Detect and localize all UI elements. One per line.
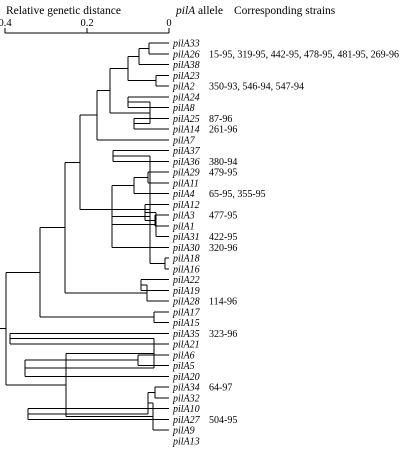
leaf-label: pilA20 bbox=[172, 372, 200, 383]
leaf-label: pilA1 bbox=[172, 221, 195, 232]
leaf-label: pilA25 bbox=[172, 114, 200, 125]
scale-bar: 0.4 0.2 0 bbox=[0, 18, 172, 34]
leaf-label: pilA12 bbox=[172, 200, 200, 211]
leaf-label: pilA38 bbox=[172, 60, 200, 71]
strain-list: 479-95 bbox=[209, 168, 237, 179]
leaf-label: pilA23 bbox=[172, 71, 200, 82]
scale-title: Relative genetic distance bbox=[6, 5, 121, 17]
strain-list: 87-96 bbox=[209, 114, 232, 125]
leaf-label: pilA9 bbox=[172, 426, 195, 437]
leaf-label: pilA13 bbox=[172, 436, 200, 447]
header: Relative genetic distance pilA allele Co… bbox=[6, 5, 336, 17]
leaf-label: pilA36 bbox=[172, 157, 200, 168]
leaf-label: pilA37 bbox=[172, 146, 201, 157]
leaf-label: pilA29 bbox=[172, 168, 200, 179]
strain-list: 477-95 bbox=[209, 211, 237, 222]
leaf-label: pilA22 bbox=[172, 275, 200, 286]
leaf-label: pilA34 bbox=[172, 383, 200, 394]
tree-branches bbox=[0, 42, 169, 431]
leaf-label: pilA32 bbox=[172, 393, 200, 404]
leaf-label: pilA24 bbox=[172, 92, 200, 103]
leaf-label: pilA14 bbox=[172, 125, 200, 136]
leaf-label: pilA7 bbox=[172, 135, 196, 146]
leaf-label: pilA3 bbox=[172, 211, 195, 222]
allele-header-rest: allele bbox=[195, 5, 223, 17]
leaf-label: pilA33 bbox=[172, 39, 200, 50]
scale-tick-label: 0.4 bbox=[0, 18, 12, 29]
strain-list: 15-95, 319-95, 442-95, 478-95, 481-95, 2… bbox=[209, 49, 399, 60]
strain-labels: 15-95, 319-95, 442-95, 478-95, 481-95, 2… bbox=[209, 49, 399, 426]
allele-column-header: pilA allele bbox=[175, 5, 223, 17]
strain-list: 114-96 bbox=[209, 297, 237, 308]
leaf-label: pilA6 bbox=[172, 350, 195, 361]
leaf-label: pilA16 bbox=[172, 264, 200, 275]
scale-tick-label: 0 bbox=[166, 18, 171, 29]
scale-tick-label: 0.2 bbox=[80, 18, 93, 29]
leaf-label: pilA17 bbox=[172, 307, 201, 318]
leaf-label: pilA19 bbox=[172, 286, 200, 297]
leaf-label: pilA31 bbox=[172, 232, 200, 243]
strain-list: 323-96 bbox=[209, 329, 237, 340]
leaf-label: pilA18 bbox=[172, 254, 200, 265]
leaf-label: pilA10 bbox=[172, 404, 200, 415]
strain-list: 261-96 bbox=[209, 125, 237, 136]
strains-column-header: Corresponding strains bbox=[234, 5, 336, 17]
leaf-label: pilA4 bbox=[172, 189, 195, 200]
strain-list: 65-95, 355-95 bbox=[209, 189, 266, 200]
strain-list: 320-96 bbox=[209, 243, 237, 254]
strain-list: 422-95 bbox=[209, 232, 237, 243]
leaf-label: pilA35 bbox=[172, 329, 200, 340]
leaf-label: pilA28 bbox=[172, 297, 200, 308]
leaf-label: pilA15 bbox=[172, 318, 200, 329]
leaf-label: pilA26 bbox=[172, 49, 200, 60]
strain-list: 380-94 bbox=[209, 157, 237, 168]
leaf-label: pilA5 bbox=[172, 361, 195, 372]
leaf-labels: pilA33pilA26pilA38pilA23pilA2pilA24pilA8… bbox=[172, 39, 201, 448]
strain-list: 64-97 bbox=[209, 383, 232, 394]
strain-list: 504-95 bbox=[209, 415, 237, 426]
leaf-label: pilA21 bbox=[172, 340, 200, 351]
leaf-label: pilA11 bbox=[172, 178, 199, 189]
leaf-label: pilA2 bbox=[172, 82, 195, 93]
allele-header-italic: pilA bbox=[175, 5, 196, 17]
leaf-label: pilA8 bbox=[172, 103, 195, 114]
leaf-label: pilA27 bbox=[172, 415, 201, 426]
leaf-label: pilA30 bbox=[172, 243, 200, 254]
strain-list: 350-93, 546-94, 547-94 bbox=[209, 82, 304, 93]
